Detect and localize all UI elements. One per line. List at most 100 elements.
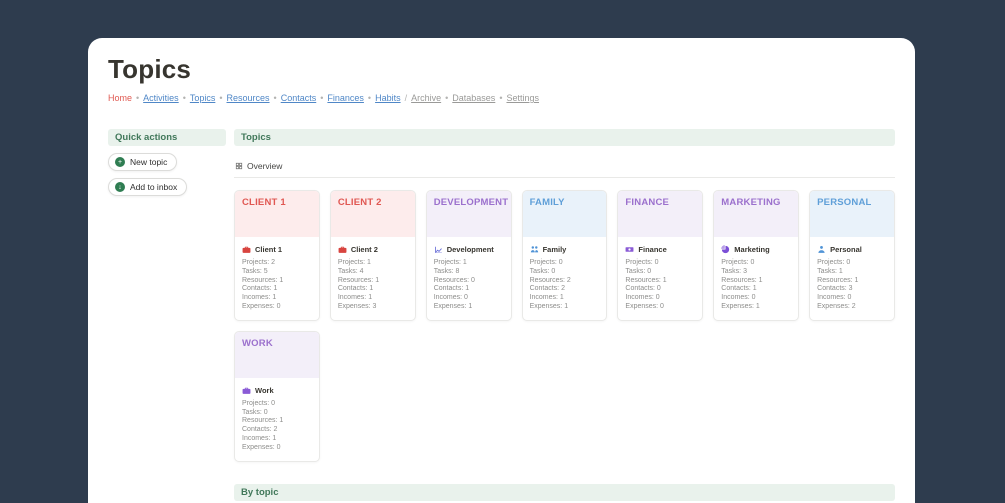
stat-line: Contacts: 1 xyxy=(433,285,470,293)
overview-view-tab[interactable]: Overview xyxy=(234,154,895,178)
topic-page-link[interactable]: Work xyxy=(242,386,312,395)
topic-name: Family xyxy=(542,245,567,254)
new-topic-button-label: New topic xyxy=(130,157,168,167)
stat-line: Expenses: 1 xyxy=(529,302,569,310)
briefcase-icon xyxy=(242,386,251,395)
new-topic-button[interactable]: New topic xyxy=(108,153,178,171)
topic-card-family[interactable]: FAMILY Family Projects: 0 Tasks: 0 xyxy=(521,190,608,321)
stat-line: Incomes: 1 xyxy=(529,294,564,302)
topic-page-link[interactable]: Family xyxy=(530,245,600,254)
topic-name: Development xyxy=(446,245,494,254)
stat-line: Incomes: 0 xyxy=(721,294,756,302)
stat-line: Contacts: 3 xyxy=(817,285,853,293)
topic-card-banner: FAMILY xyxy=(522,191,607,237)
topic-card-body: Client 1 Projects: 2 Tasks: 5 Resources:… xyxy=(235,237,319,320)
topic-card-body: Development Projects: 1 Tasks: 8 Resourc… xyxy=(427,237,511,320)
topic-card-banner: CLIENT 2 xyxy=(330,191,415,237)
breadcrumb-link-resources[interactable]: Resources xyxy=(226,93,270,103)
topic-card-client-2[interactable]: CLIENT 2 Client 2 Projects: 1 Tasks: 4 xyxy=(329,190,416,321)
topic-page-link[interactable]: Client 2 xyxy=(338,245,408,254)
topic-card-body: Client 2 Projects: 1 Tasks: 4 Resources:… xyxy=(331,237,415,320)
topic-name: Work xyxy=(255,385,274,395)
breadcrumb-link-archive[interactable]: Archive xyxy=(411,93,442,103)
by-topic-section: By topic Tasks Projects Resources xyxy=(234,483,895,503)
breadcrumb-separator: • xyxy=(499,93,503,103)
pie-chart-icon xyxy=(721,245,730,254)
topic-card-work[interactable]: WORK Work Projects: 0 Tasks: 0 Re xyxy=(234,330,320,462)
topic-card-client-1[interactable]: CLIENT 1 Client 1 Projects: 2 Tasks: 5 xyxy=(234,190,320,321)
breadcrumb-link-settings[interactable]: Settings xyxy=(506,93,539,103)
page-title: Topics xyxy=(108,54,192,84)
breadcrumb-link-finances[interactable]: Finances xyxy=(327,93,364,103)
breadcrumb-separator: • xyxy=(320,93,324,103)
stat-line: Resources: 1 xyxy=(242,276,284,284)
topic-card-banner-title: CLIENT 2 xyxy=(337,197,382,208)
stat-line: Resources: 1 xyxy=(242,417,284,425)
topic-card-banner-title: PERSONAL xyxy=(817,197,872,208)
topic-card-body: Finance Projects: 0 Tasks: 0 Resources: … xyxy=(618,237,702,320)
stat-line: Contacts: 1 xyxy=(337,285,374,293)
topic-card-banner: FINANCE xyxy=(618,191,703,237)
page-header: Topics Home • Activities • Topics • Reso… xyxy=(88,38,915,103)
topic-card-body: Work Projects: 0 Tasks: 0 Resources: 1 C… xyxy=(235,378,319,461)
inbox-arrow-circle-icon xyxy=(115,182,125,192)
stat-line: Tasks: 4 xyxy=(337,267,364,275)
overview-tab-label: Overview xyxy=(247,161,283,171)
breadcrumb: Home • Activities • Topics • Resources •… xyxy=(108,93,895,103)
topic-card-banner: WORK xyxy=(235,331,319,378)
topic-card-banner: PERSONAL xyxy=(810,191,894,237)
topic-page-link[interactable]: Development xyxy=(434,245,504,254)
topics-panel: Topics Overview CLIENT 1 xyxy=(234,129,895,503)
topic-name: Client 1 xyxy=(255,245,283,254)
topic-card-banner-title: MARKETING xyxy=(721,197,781,208)
stat-line: Expenses: 3 xyxy=(337,302,377,310)
topic-card-body: Marketing Projects: 0 Tasks: 3 Resources… xyxy=(714,237,798,320)
add-to-inbox-button[interactable]: Add to inbox xyxy=(108,178,188,196)
topic-card-personal[interactable]: PERSONAL Personal Projects: 0 Tasks: 1 xyxy=(809,190,895,321)
stat-line: Resources: 0 xyxy=(433,276,475,284)
topic-card-finance[interactable]: FINANCE Finance Projects: 0 Tasks: 0 xyxy=(617,190,704,321)
stat-line: Projects: 0 xyxy=(721,259,755,266)
topic-card-marketing[interactable]: MARKETING Marketing Projects: 0 Tasks: 3 xyxy=(713,190,800,321)
stat-line: Projects: 1 xyxy=(433,259,467,266)
topic-page-link[interactable]: Finance xyxy=(625,245,695,254)
stat-line: Incomes: 1 xyxy=(242,434,277,442)
stat-line: Contacts: 2 xyxy=(529,285,565,293)
breadcrumb-separator: • xyxy=(367,93,372,103)
breadcrumb-link-contacts[interactable]: Contacts xyxy=(280,93,317,103)
quick-actions-panel: Quick actions New topic Add to inbox xyxy=(108,129,226,503)
stat-line: Expenses: 1 xyxy=(721,302,760,310)
breadcrumb-link-home[interactable]: Home xyxy=(108,93,133,103)
stat-line: Projects: 2 xyxy=(242,259,276,266)
breadcrumb-link-databases[interactable]: Databases xyxy=(452,93,496,103)
topic-card-body: Family Projects: 0 Tasks: 0 Resources: 2… xyxy=(523,237,607,320)
stat-line: Incomes: 1 xyxy=(242,294,277,302)
breadcrumb-link-activities[interactable]: Activities xyxy=(143,93,179,103)
topic-page-link[interactable]: Marketing xyxy=(721,245,791,254)
stat-line: Contacts: 2 xyxy=(242,426,278,434)
person-icon xyxy=(817,245,826,254)
topic-card-banner-title: FINANCE xyxy=(625,197,670,208)
banknote-icon xyxy=(625,245,634,254)
breadcrumb-link-habits[interactable]: Habits xyxy=(375,93,401,103)
plus-circle-icon xyxy=(115,157,125,167)
page-body: Quick actions New topic Add to inbox Top… xyxy=(88,129,915,503)
stat-line: Contacts: 0 xyxy=(625,285,661,293)
by-topic-header: By topic xyxy=(234,483,895,501)
stat-line: Resources: 1 xyxy=(817,276,859,284)
stat-line: Contacts: 1 xyxy=(242,285,278,293)
stat-line: Tasks: 0 xyxy=(242,408,268,416)
breadcrumb-separator: • xyxy=(136,93,140,103)
topic-page-link[interactable]: Client 1 xyxy=(242,245,312,254)
stat-line: Tasks: 0 xyxy=(529,267,556,275)
family-people-icon xyxy=(530,245,539,254)
stat-line: Expenses: 0 xyxy=(242,302,281,310)
stat-line: Projects: 0 xyxy=(242,399,276,407)
breadcrumb-link-topics[interactable]: Topics xyxy=(189,93,216,103)
topic-card-development[interactable]: DEVELOPMENT Development Projects: 1 Task… xyxy=(425,190,512,321)
topic-page-link[interactable]: Personal xyxy=(817,245,887,254)
topic-card-banner-title: WORK xyxy=(242,337,273,349)
stat-line: Contacts: 1 xyxy=(721,285,757,293)
stat-line: Incomes: 0 xyxy=(433,294,468,302)
